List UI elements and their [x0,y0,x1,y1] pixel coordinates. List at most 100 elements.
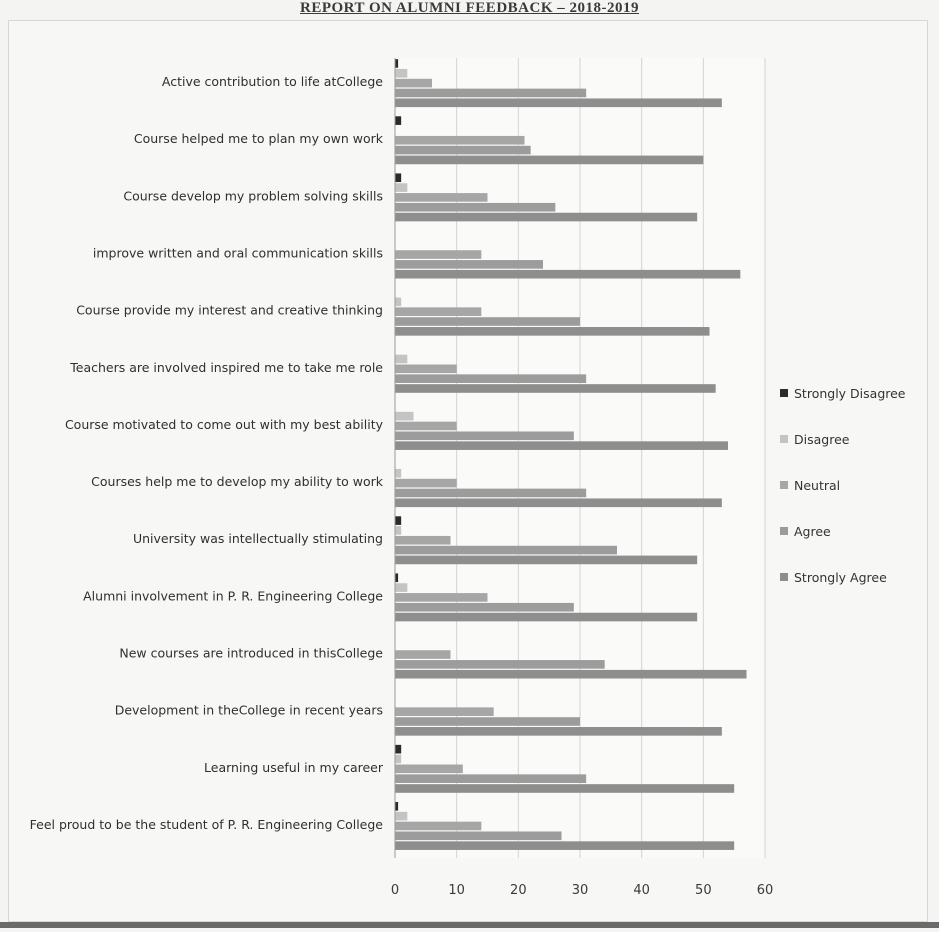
bar-strongly-agree [395,269,741,279]
bar-disagree [395,68,408,78]
bar-agree [395,317,580,326]
bar-disagree [395,411,414,421]
bar-disagree [395,811,408,821]
legend-label: Strongly Agree [794,569,887,585]
category-label: Courses help me to develop my ability to… [91,474,384,489]
legend-item: Neutral [780,462,906,508]
category-label: Course develop my problem solving skills [123,188,383,203]
bar-neutral [395,193,488,202]
x-tick-label: 10 [448,883,465,898]
bar-neutral [395,78,432,88]
bar-neutral [395,764,463,774]
bar-strongly-disagree [395,59,399,68]
bar-strongly-agree [395,784,735,793]
bar-strongly-disagree [395,116,402,125]
legend-swatch [780,573,788,581]
bar-neutral [395,821,482,831]
bar-strongly-agree [395,98,722,108]
page-bottom-rule [0,922,939,928]
bar-neutral [395,478,457,488]
legend-swatch [780,435,788,443]
bar-agree [395,774,587,783]
bar-disagree [395,297,402,307]
bar-agree [395,431,574,441]
category-label: Teachers are involved inspired me to tak… [69,360,383,375]
bar-disagree [395,468,402,478]
bar-disagree [395,354,408,364]
bar-disagree [395,754,402,764]
bar-agree [395,831,562,841]
legend-item: Strongly Agree [780,554,906,600]
bar-strongly-agree [395,841,735,850]
category-label: Development in theCollege in recent year… [115,703,383,718]
category-label: Feel proud to be the student of P. R. En… [30,817,384,832]
legend-label: Disagree [794,431,850,447]
category-label: University was intellectually stimulatin… [133,531,383,546]
category-label: Course helped me to plan my own work [134,131,384,146]
category-label: improve written and oral communication s… [93,246,383,261]
category-label: Course provide my interest and creative … [76,303,383,318]
category-label: New courses are introduced in thisColleg… [119,646,383,661]
bar-strongly-agree [395,384,716,393]
bar-strongly-agree [395,212,698,222]
bar-neutral [395,250,482,259]
bar-neutral [395,535,451,545]
legend-item: Agree [780,508,906,554]
legend-label: Agree [794,523,831,539]
bar-strongly-agree [395,327,710,336]
bar-agree [395,717,580,726]
category-label: Course motivated to come out with my bes… [65,417,384,432]
report-title: REPORT ON ALUMNI FEEDBACK – 2018-2019 [300,0,639,16]
legend-item: Disagree [780,416,906,462]
bar-strongly-agree [395,555,698,565]
bar-agree [395,545,617,555]
legend-swatch [780,389,788,397]
bar-neutral [395,421,457,431]
bar-neutral [395,707,494,716]
bar-strongly-disagree [395,802,399,811]
x-tick-label: 50 [695,883,712,898]
category-label: Active contribution to life atCollege [162,74,383,89]
bar-disagree [395,583,408,592]
bar-strongly-agree [395,441,728,450]
bar-neutral [395,307,482,316]
category-label: Learning useful in my career [204,760,384,775]
bar-agree [395,660,605,669]
bar-agree [395,88,587,98]
category-label: Alumni involvement in P. R. Engineering … [83,588,383,603]
bar-neutral [395,593,488,602]
bar-strongly-agree [395,498,722,508]
legend-item: Strongly Disagree [780,370,906,416]
bar-strongly-disagree [395,744,402,754]
bar-disagree [395,526,402,535]
bar-agree [395,488,587,498]
bar-strongly-agree [395,727,722,736]
legend-swatch [780,481,788,489]
bar-neutral [395,135,525,145]
bar-agree [395,260,543,269]
bar-disagree [395,183,408,192]
bar-agree [395,602,574,612]
bar-neutral [395,650,451,659]
bar-strongly-disagree [395,573,399,583]
x-tick-label: 20 [510,883,527,898]
bar-neutral [395,364,457,374]
x-tick-label: 60 [757,883,774,898]
x-tick-label: 40 [633,883,650,898]
legend-label: Neutral [794,477,841,493]
legend-swatch [780,527,788,535]
bar-strongly-agree [395,155,704,165]
chart-legend: Strongly Disagree Disagree Neutral Agree Str… [780,370,906,600]
bar-strongly-agree [395,669,747,679]
x-tick-label: 30 [572,883,589,898]
bar-strongly-disagree [395,516,402,525]
legend-label: Strongly Disagree [794,385,906,401]
bar-agree [395,145,531,155]
bar-strongly-agree [395,612,698,622]
bar-agree [395,202,556,212]
bar-agree [395,374,587,383]
bar-strongly-disagree [395,173,402,183]
x-tick-label: 0 [391,883,399,898]
